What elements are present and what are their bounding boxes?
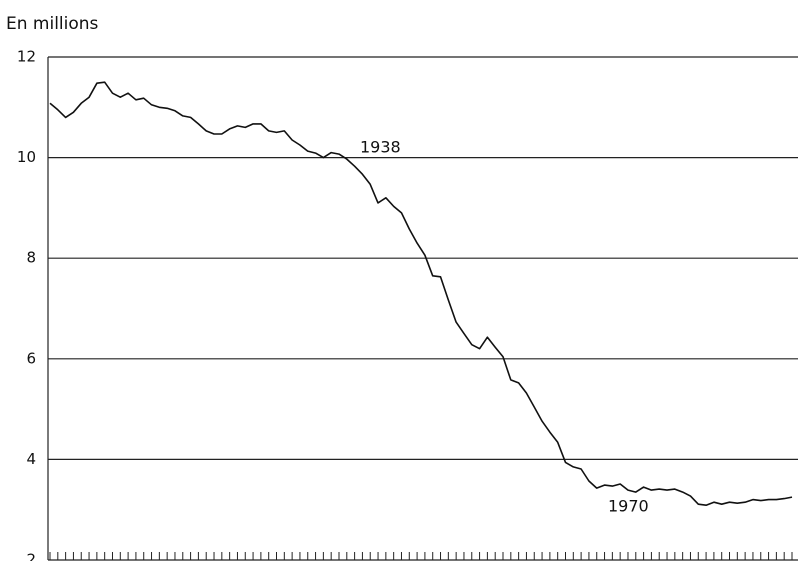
y-tick-label: 4	[26, 450, 36, 468]
y-tick-label: 12	[17, 48, 36, 66]
y-axis-label: En millions	[6, 14, 99, 34]
data-line	[49, 81, 793, 506]
y-tick-label: 2	[26, 551, 36, 561]
y-tick-label: 10	[17, 148, 36, 166]
y-tick-label: 6	[26, 349, 36, 367]
annotation: 1970	[608, 497, 649, 516]
y-tick-label: 8	[26, 249, 36, 267]
annotation: 1938	[360, 138, 401, 157]
